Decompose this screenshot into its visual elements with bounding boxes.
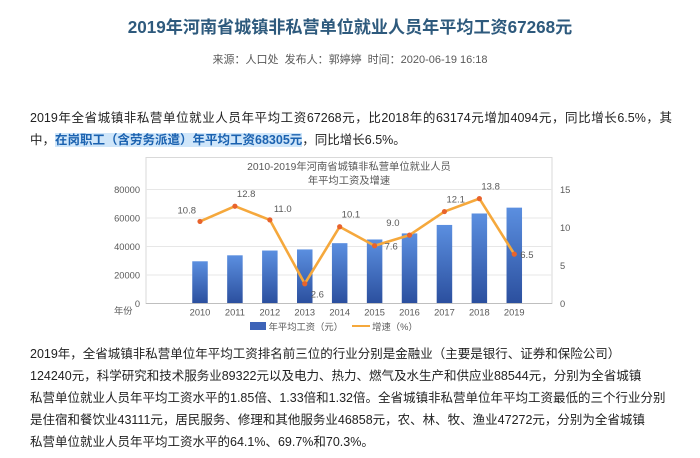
svg-text:0: 0	[135, 299, 140, 309]
svg-text:40000: 40000	[114, 242, 140, 252]
svg-text:10.8: 10.8	[178, 205, 197, 216]
svg-text:2012: 2012	[259, 308, 280, 318]
svg-text:10: 10	[560, 223, 570, 233]
svg-text:2011: 2011	[225, 308, 245, 318]
svg-text:5: 5	[560, 261, 565, 271]
svg-text:20000: 20000	[114, 271, 140, 281]
svg-text:2013: 2013	[294, 308, 315, 318]
svg-text:2016: 2016	[399, 308, 420, 318]
svg-text:6.5: 6.5	[520, 250, 533, 261]
svg-text:9.0: 9.0	[386, 218, 399, 229]
svg-text:80000: 80000	[114, 185, 140, 195]
svg-text:12.1: 12.1	[446, 195, 465, 206]
svg-text:2018: 2018	[469, 308, 490, 318]
svg-text:60000: 60000	[114, 214, 140, 224]
svg-text:2017: 2017	[434, 308, 455, 318]
svg-text:13.8: 13.8	[481, 182, 500, 193]
svg-text:10.1: 10.1	[342, 210, 361, 221]
svg-text:2010: 2010	[190, 308, 211, 318]
svg-text:11.0: 11.0	[274, 204, 292, 215]
svg-text:12.8: 12.8	[237, 189, 256, 200]
svg-text:0: 0	[560, 299, 565, 309]
svg-text:7.6: 7.6	[385, 242, 398, 253]
svg-text:2014: 2014	[329, 308, 350, 318]
svg-text:15: 15	[560, 185, 570, 195]
svg-text:年平均工资及增速: 年平均工资及增速	[308, 174, 390, 187]
svg-text:2010-2019年河南省城镇非私营单位就业人员: 2010-2019年河南省城镇非私营单位就业人员	[247, 160, 451, 173]
svg-text:2019: 2019	[504, 308, 525, 318]
svg-text:2015: 2015	[364, 308, 385, 318]
svg-text:2.6: 2.6	[311, 290, 324, 301]
